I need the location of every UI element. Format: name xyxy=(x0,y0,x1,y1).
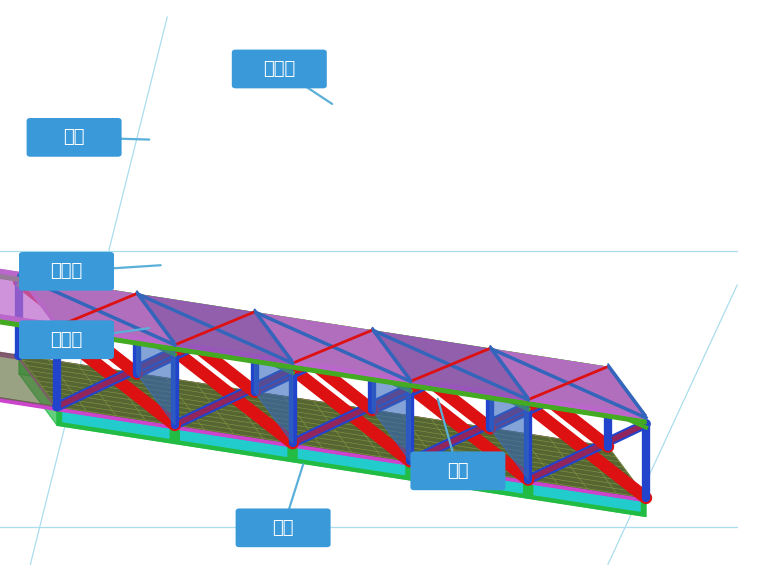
Polygon shape xyxy=(0,341,19,359)
Polygon shape xyxy=(372,331,528,400)
Polygon shape xyxy=(181,430,287,457)
Polygon shape xyxy=(0,313,57,332)
FancyBboxPatch shape xyxy=(19,252,114,291)
Polygon shape xyxy=(293,360,410,382)
Polygon shape xyxy=(57,407,646,502)
Polygon shape xyxy=(372,327,410,382)
Polygon shape xyxy=(534,484,640,511)
Polygon shape xyxy=(137,294,175,425)
Text: 上平联: 上平联 xyxy=(263,60,296,78)
Polygon shape xyxy=(137,291,175,345)
Polygon shape xyxy=(0,262,19,282)
Polygon shape xyxy=(293,447,410,480)
Polygon shape xyxy=(0,309,57,327)
Polygon shape xyxy=(528,483,646,516)
Polygon shape xyxy=(416,466,522,493)
Polygon shape xyxy=(19,276,646,418)
Polygon shape xyxy=(0,258,19,276)
Text: 上弦: 上弦 xyxy=(63,128,85,146)
Polygon shape xyxy=(19,356,646,498)
Polygon shape xyxy=(299,448,404,475)
Polygon shape xyxy=(19,276,175,345)
Text: 腹杆: 腹杆 xyxy=(447,462,469,480)
Polygon shape xyxy=(0,258,57,324)
Polygon shape xyxy=(57,410,175,443)
Polygon shape xyxy=(19,359,646,502)
FancyBboxPatch shape xyxy=(232,50,327,88)
Polygon shape xyxy=(57,327,646,424)
Polygon shape xyxy=(490,345,528,400)
Polygon shape xyxy=(137,294,293,364)
FancyBboxPatch shape xyxy=(410,451,505,490)
Polygon shape xyxy=(57,324,175,345)
Text: 下弦: 下弦 xyxy=(272,519,294,537)
Polygon shape xyxy=(410,465,528,498)
FancyBboxPatch shape xyxy=(27,118,122,157)
Polygon shape xyxy=(410,378,528,400)
Polygon shape xyxy=(19,359,608,465)
Polygon shape xyxy=(255,309,293,364)
Polygon shape xyxy=(255,312,293,443)
Polygon shape xyxy=(19,356,608,450)
Text: 上横联: 上横联 xyxy=(50,262,83,280)
Polygon shape xyxy=(490,349,528,480)
FancyBboxPatch shape xyxy=(236,508,331,547)
Polygon shape xyxy=(19,374,646,516)
Polygon shape xyxy=(175,429,293,462)
Text: 桥面系: 桥面系 xyxy=(50,331,83,349)
Polygon shape xyxy=(175,342,293,364)
Polygon shape xyxy=(608,364,646,418)
Polygon shape xyxy=(0,341,57,407)
Polygon shape xyxy=(0,392,57,410)
Polygon shape xyxy=(372,331,410,462)
Polygon shape xyxy=(63,412,169,438)
Polygon shape xyxy=(490,349,646,418)
Polygon shape xyxy=(528,397,646,418)
Polygon shape xyxy=(19,276,608,373)
FancyBboxPatch shape xyxy=(19,320,114,359)
Polygon shape xyxy=(255,312,410,382)
